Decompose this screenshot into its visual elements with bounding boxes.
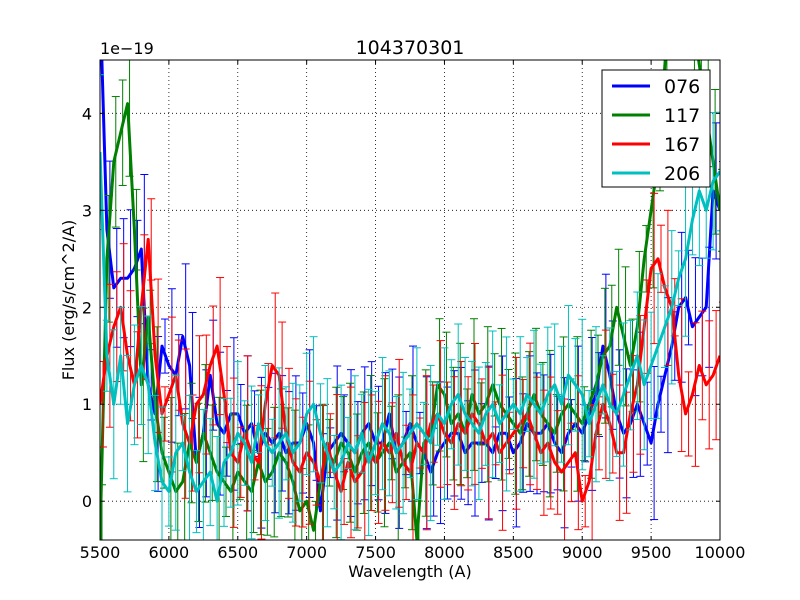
legend-label: 117 — [664, 105, 700, 127]
y-axis-title: Flux (erg/s/cm^2/A) — [59, 220, 78, 381]
x-tick-label: 9500 — [631, 543, 672, 562]
legend-label: 076 — [664, 76, 700, 98]
y-tick-label: 1 — [82, 395, 92, 414]
ticks-layer: 5500 6000 6500 7000 7500 8000 8500 9000 9500 1000… — [80, 60, 746, 562]
legend-label: 206 — [664, 163, 700, 185]
x-tick-label: 7000 — [286, 543, 327, 562]
series-layer — [100, 60, 720, 540]
x-tick-label: 6000 — [149, 543, 190, 562]
legend-box — [601, 69, 711, 188]
y-tick-label: 3 — [82, 201, 92, 220]
x-tick-label: 9000 — [562, 543, 603, 562]
y-multiplier-label: 1e−19 — [100, 39, 154, 58]
x-tick-label: 5500 — [80, 543, 121, 562]
series-line — [100, 152, 720, 503]
legend: 076 117 167 206 — [601, 69, 711, 188]
x-tick-label: 7500 — [355, 543, 396, 562]
y-tick-label: 4 — [82, 104, 92, 123]
x-tick-label: 6500 — [217, 543, 258, 562]
x-tick-label: 8000 — [424, 543, 465, 562]
y-tick-label: 2 — [82, 298, 92, 317]
x-axis-title: Wavelength (A) — [348, 562, 471, 581]
plot-frame — [99, 59, 721, 541]
legend-label: 167 — [664, 134, 700, 156]
chart-title: 104370301 — [356, 37, 465, 59]
y-tick-label: 0 — [82, 492, 92, 511]
legend-entries: 076 117 167 206 — [612, 76, 700, 185]
x-tick-label: 8500 — [493, 543, 534, 562]
x-tick-label: 10000 — [695, 543, 746, 562]
series-206 — [100, 74, 720, 540]
